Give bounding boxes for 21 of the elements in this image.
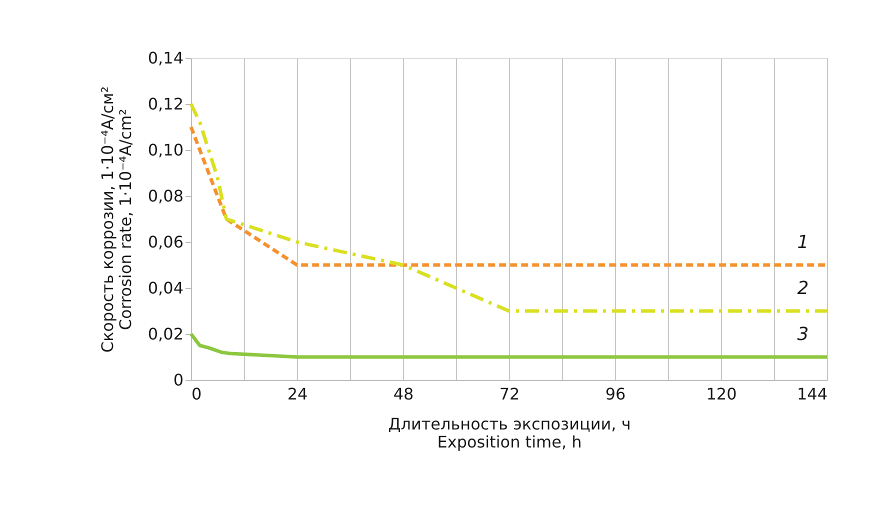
y-tick-label: 0,06 xyxy=(148,232,184,252)
x-tick-label: 96 xyxy=(605,384,626,404)
x-tick-label: 24 xyxy=(287,384,308,404)
y-tick-label: 0,12 xyxy=(148,94,184,114)
x-tick-label: 72 xyxy=(499,384,520,404)
x-axis-title: Длительность экспозиции, ч Exposition time, h xyxy=(388,414,631,452)
y-tick-label: 0,10 xyxy=(148,140,184,160)
y-axis-title: Скорость коррозии, 1·10⁻⁴A/см² Corrosion rate, 1·10⁻⁴A/cm² xyxy=(98,86,135,353)
x-tick-label: 0 xyxy=(192,384,202,404)
y-tick-label: 0,02 xyxy=(148,324,184,344)
x-tick-label: 48 xyxy=(393,384,414,404)
annotation: 3 xyxy=(797,324,809,345)
y-tick-label: 0,08 xyxy=(148,186,184,206)
line-series xyxy=(189,102,829,313)
x-tick-label: 120 xyxy=(706,384,737,404)
y-tick-label: 0,14 xyxy=(148,48,184,68)
annotation: 1 xyxy=(797,232,809,253)
y-tick-label: 0 xyxy=(173,370,184,390)
x-tick-label: 144 xyxy=(796,384,828,404)
annotation: 2 xyxy=(797,278,809,299)
y-tick-label: 0,04 xyxy=(148,278,184,298)
